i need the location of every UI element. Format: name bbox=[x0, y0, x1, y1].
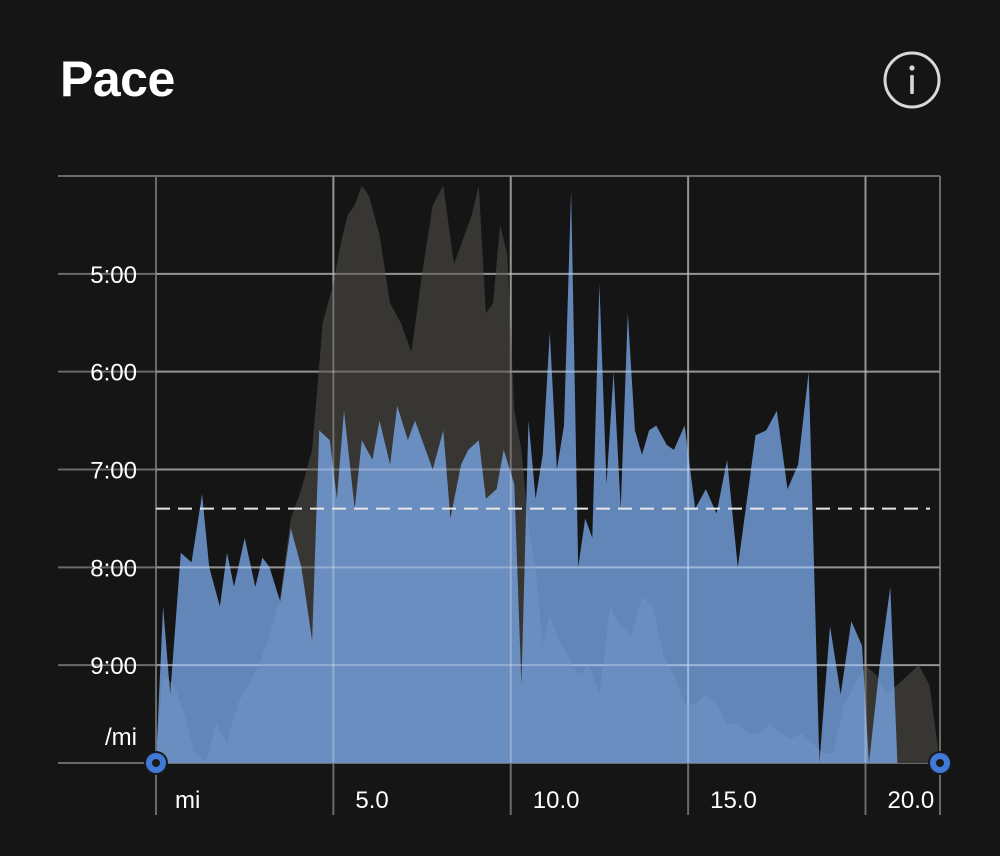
y-tick-label: 6:00 bbox=[90, 360, 137, 387]
x-tick-label: 20.0 bbox=[888, 787, 935, 814]
x-tick-label: 5.0 bbox=[355, 787, 388, 814]
info-icon[interactable] bbox=[882, 50, 942, 110]
y-tick-label: 8:00 bbox=[90, 555, 137, 582]
endpoint-marker-center bbox=[152, 759, 160, 767]
x-unit-label: mi bbox=[175, 787, 200, 814]
pace-area bbox=[156, 190, 940, 763]
page-title: Pace bbox=[60, 51, 175, 107]
chart-endpoints bbox=[144, 751, 952, 775]
grid-overlay bbox=[156, 176, 940, 763]
y-tick-label: 5:00 bbox=[90, 262, 137, 289]
y-unit-label: /mi bbox=[105, 724, 137, 751]
endpoint-marker-center bbox=[936, 759, 944, 767]
y-axis-ticks: 5:00 6:00 7:00 8:00 9:00 bbox=[90, 262, 137, 680]
y-tick-label: 7:00 bbox=[90, 458, 137, 485]
y-tick-label: 9:00 bbox=[90, 653, 137, 680]
x-tick-label: 15.0 bbox=[710, 787, 757, 814]
x-tick-label: 10.0 bbox=[533, 787, 580, 814]
x-axis-ticks: 5.0 10.0 15.0 20.0 bbox=[355, 787, 934, 814]
